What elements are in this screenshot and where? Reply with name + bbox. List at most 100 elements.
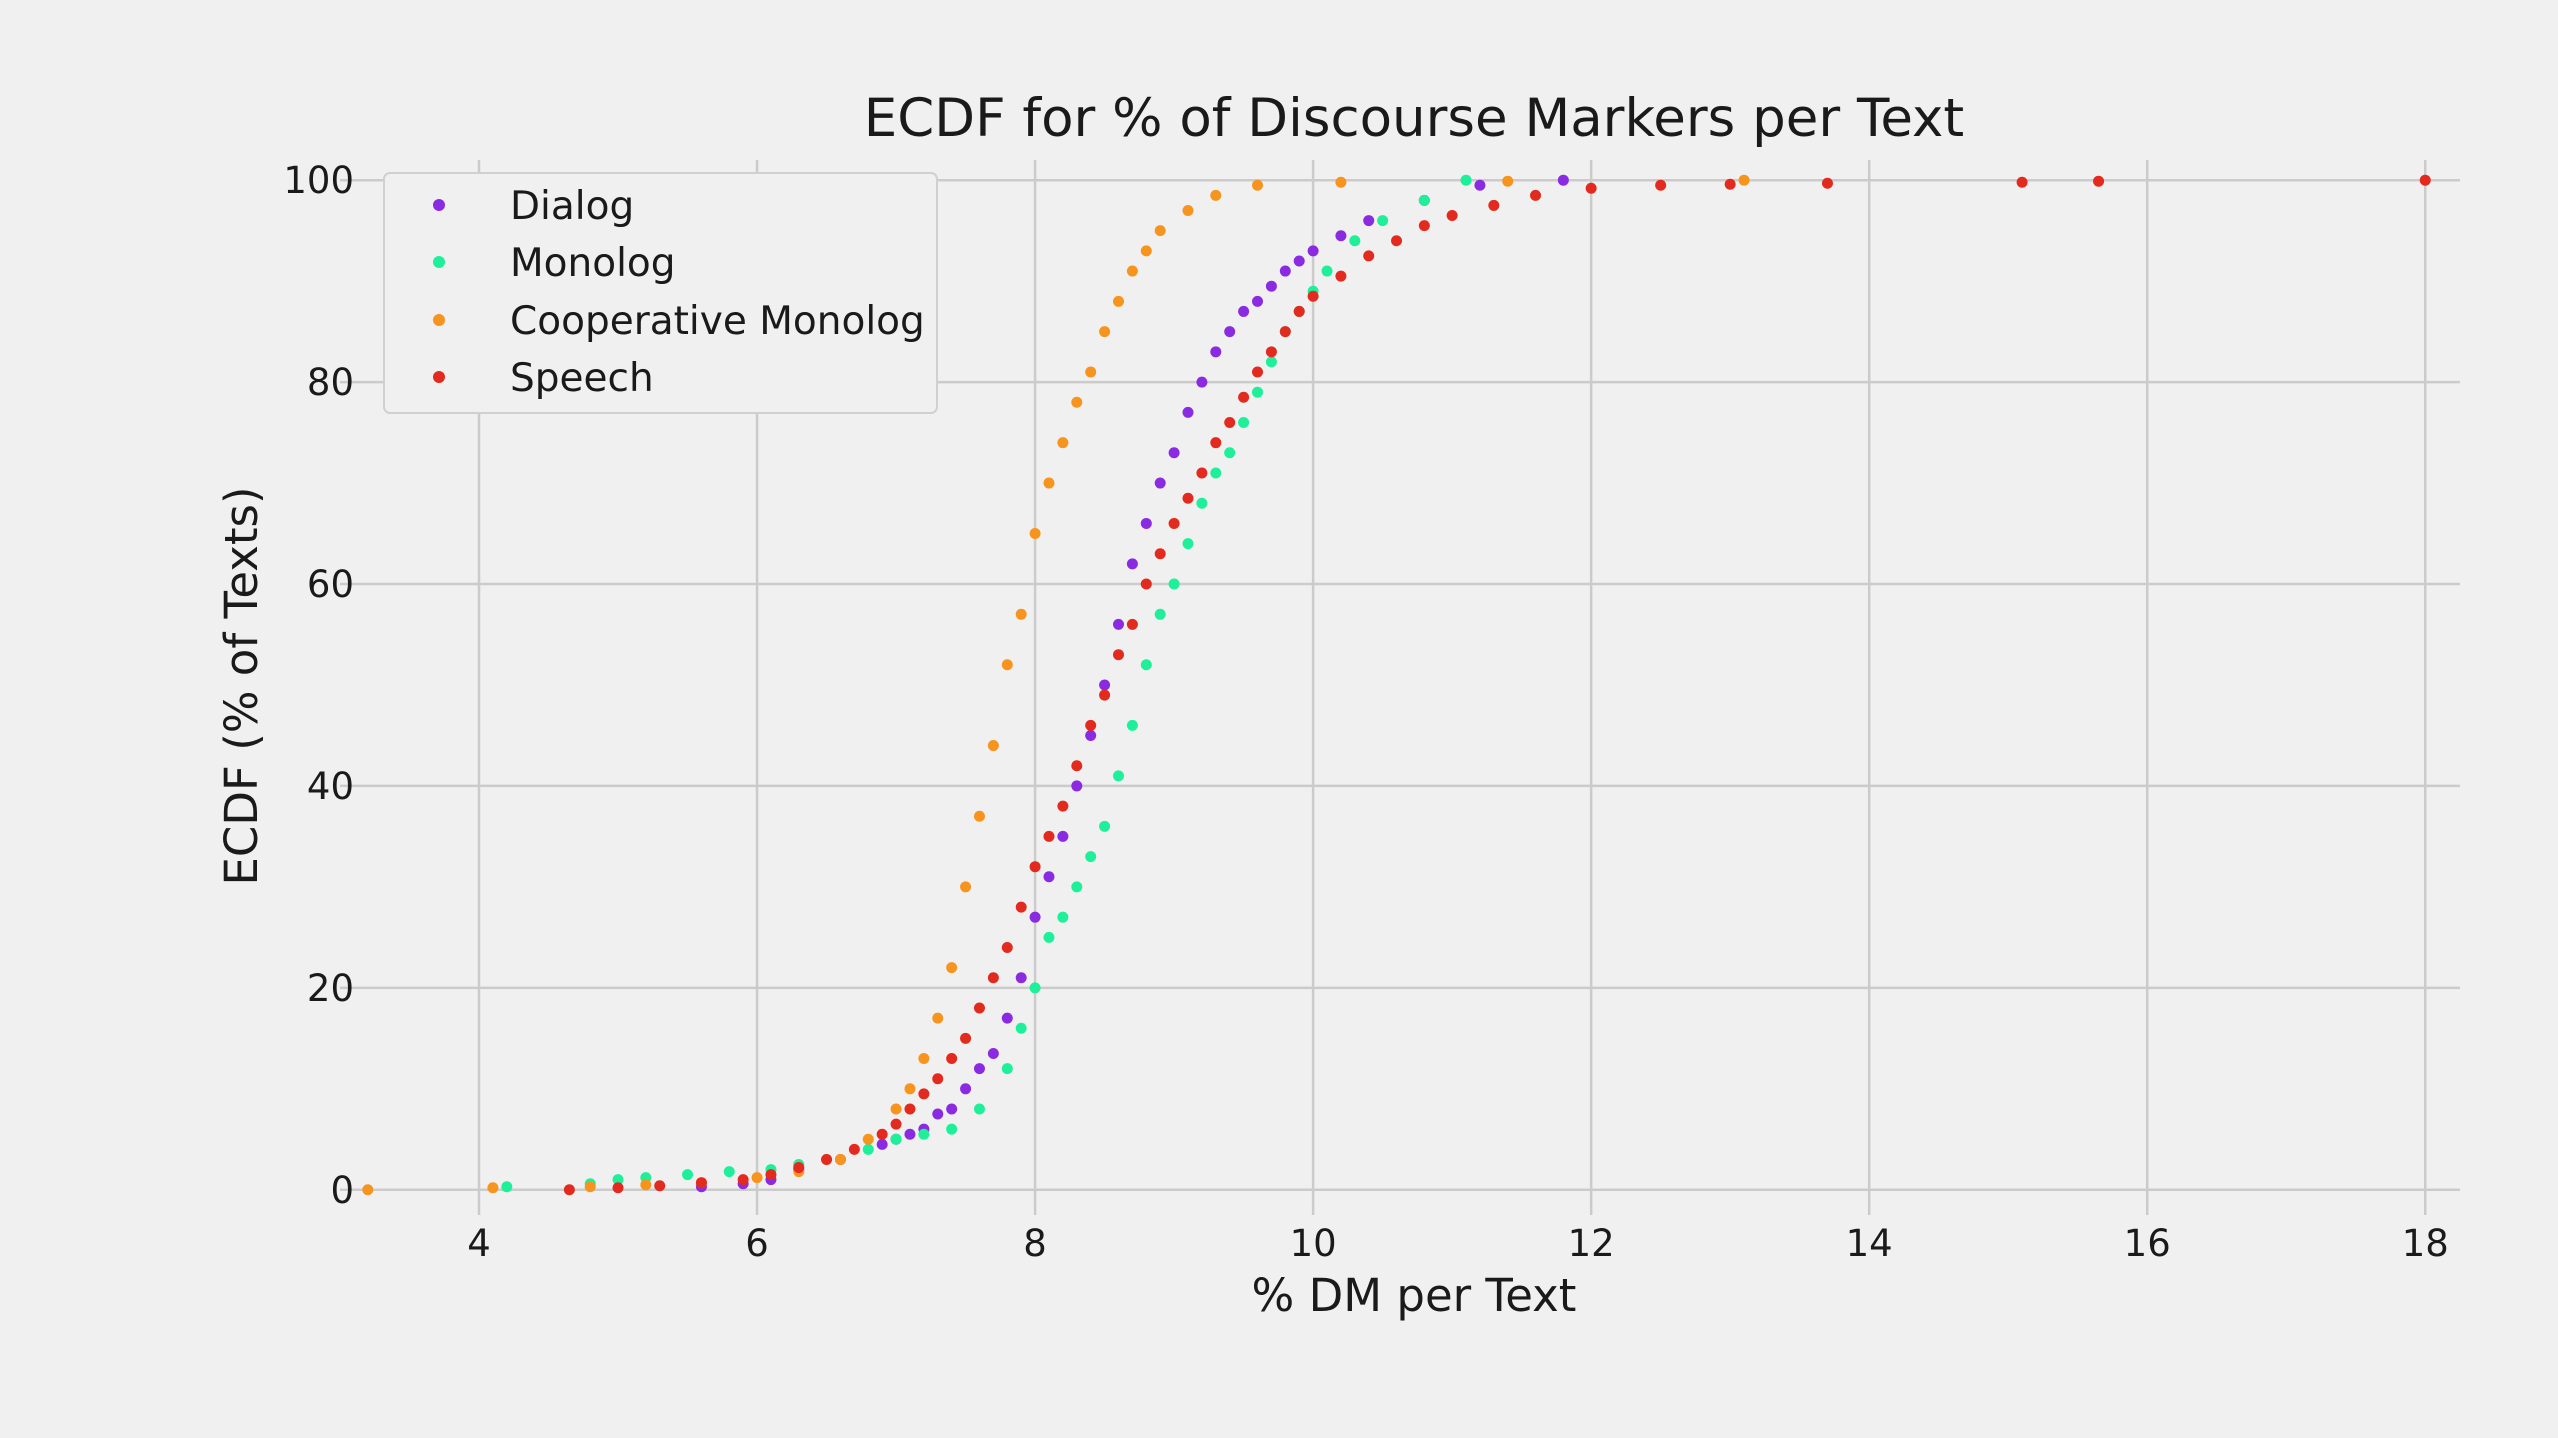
series-speech	[563, 174, 2431, 1196]
data-point-speech	[1126, 618, 1138, 630]
data-point-cooperative-monolog	[487, 1182, 499, 1194]
data-point-cooperative-monolog	[890, 1103, 902, 1115]
legend-marker-dialog	[433, 199, 445, 211]
data-point-dialog	[1057, 830, 1069, 842]
data-point-monolog	[1126, 719, 1138, 731]
data-point-monolog	[1029, 982, 1041, 994]
data-point-dialog	[1252, 295, 1264, 307]
data-point-speech	[1307, 290, 1319, 302]
data-point-monolog	[1349, 235, 1361, 247]
data-point-monolog	[612, 1174, 624, 1186]
data-point-dialog	[1112, 618, 1124, 630]
chart-title: ECDF for % of Discourse Markers per Text	[864, 88, 1964, 149]
data-point-dialog	[1196, 376, 1208, 388]
data-point-cooperative-monolog	[1029, 528, 1041, 540]
data-point-monolog	[890, 1133, 902, 1145]
data-point-dialog	[1363, 215, 1375, 227]
legend-label-cooperative-monolog: Cooperative Monolog	[510, 299, 925, 344]
data-point-speech	[695, 1177, 707, 1189]
data-point-dialog	[1335, 230, 1347, 242]
data-point-speech	[1182, 492, 1194, 504]
data-point-dialog	[946, 1103, 958, 1115]
data-point-dialog	[1071, 780, 1083, 792]
data-point-speech	[1418, 220, 1430, 232]
data-point-speech	[1029, 861, 1041, 873]
data-point-speech	[1655, 179, 1667, 191]
data-point-cooperative-monolog	[1140, 245, 1152, 257]
y-tick-label: 20	[307, 967, 354, 1010]
data-point-dialog	[1029, 911, 1041, 923]
data-point-cooperative-monolog	[904, 1083, 916, 1095]
data-point-cooperative-monolog	[932, 1012, 944, 1024]
data-point-speech	[2016, 176, 2028, 188]
tick-labels: 4 6 8 10 12 14 16 18 0 20 40 60 80 100	[283, 159, 2448, 1265]
data-point-speech	[2419, 174, 2431, 186]
data-point-monolog	[1196, 497, 1208, 509]
data-point-speech	[1238, 391, 1250, 403]
y-tick-label: 60	[307, 563, 354, 606]
legend-box	[383, 172, 938, 414]
series-layer	[362, 174, 2431, 1196]
data-point-speech	[821, 1153, 833, 1165]
x-tick-label: 12	[1568, 1222, 1615, 1265]
data-point-speech	[987, 972, 999, 984]
data-point-cooperative-monolog	[1099, 326, 1111, 338]
legend-label-monolog: Monolog	[510, 241, 676, 286]
data-point-dialog	[1307, 245, 1319, 257]
data-point-cooperative-monolog	[987, 740, 999, 752]
data-point-monolog	[918, 1128, 930, 1140]
data-point-speech	[1043, 830, 1055, 842]
data-point-speech	[1279, 326, 1291, 338]
data-point-monolog	[1085, 851, 1097, 863]
data-point-cooperative-monolog	[362, 1184, 374, 1196]
data-point-speech	[1001, 941, 1013, 953]
data-point-monolog	[501, 1181, 513, 1193]
data-point-speech	[1140, 578, 1152, 590]
data-point-speech	[563, 1184, 575, 1196]
data-point-dialog	[904, 1128, 916, 1140]
legend: Dialog Monolog Cooperative Monolog Speec…	[383, 172, 938, 414]
data-point-speech	[973, 1002, 985, 1014]
data-point-speech	[1446, 210, 1458, 222]
legend-label-speech: Speech	[510, 356, 654, 401]
data-point-monolog	[1112, 770, 1124, 782]
data-point-dialog	[960, 1083, 972, 1095]
data-point-dialog	[1474, 179, 1486, 191]
data-point-cooperative-monolog	[1043, 477, 1055, 489]
data-point-speech	[890, 1118, 902, 1130]
data-point-speech	[1224, 416, 1236, 428]
data-point-monolog	[1168, 578, 1180, 590]
data-point-dialog	[1043, 871, 1055, 883]
x-tick-label: 14	[1846, 1222, 1893, 1265]
data-point-speech	[1210, 437, 1222, 449]
data-point-dialog	[1210, 346, 1222, 358]
data-point-dialog	[973, 1063, 985, 1075]
data-point-speech	[2093, 175, 2105, 187]
data-point-speech	[1168, 517, 1180, 529]
data-point-cooperative-monolog	[834, 1153, 846, 1165]
data-point-speech	[612, 1182, 624, 1194]
data-point-speech	[1530, 189, 1542, 201]
data-point-speech	[918, 1088, 930, 1100]
y-tick-label: 80	[307, 361, 354, 404]
data-point-monolog	[1182, 538, 1194, 550]
data-point-cooperative-monolog	[960, 881, 972, 893]
data-point-speech	[1099, 689, 1111, 701]
legend-marker-monolog	[433, 256, 445, 268]
data-point-monolog	[1224, 447, 1236, 459]
data-point-speech	[1724, 178, 1736, 190]
data-point-speech	[876, 1128, 888, 1140]
data-point-monolog	[1238, 416, 1250, 428]
data-point-cooperative-monolog	[862, 1133, 874, 1145]
data-point-dialog	[1293, 255, 1305, 267]
data-point-dialog	[1182, 406, 1194, 418]
data-point-speech	[1085, 719, 1097, 731]
legend-marker-cooperative-monolog	[433, 314, 445, 326]
data-point-speech	[1057, 800, 1069, 812]
data-point-monolog	[946, 1123, 958, 1135]
data-point-monolog	[1418, 194, 1430, 206]
grid-lines	[340, 160, 2460, 1215]
data-point-monolog	[1210, 467, 1222, 479]
data-point-monolog	[1001, 1063, 1013, 1075]
x-tick-label: 4	[467, 1222, 491, 1265]
